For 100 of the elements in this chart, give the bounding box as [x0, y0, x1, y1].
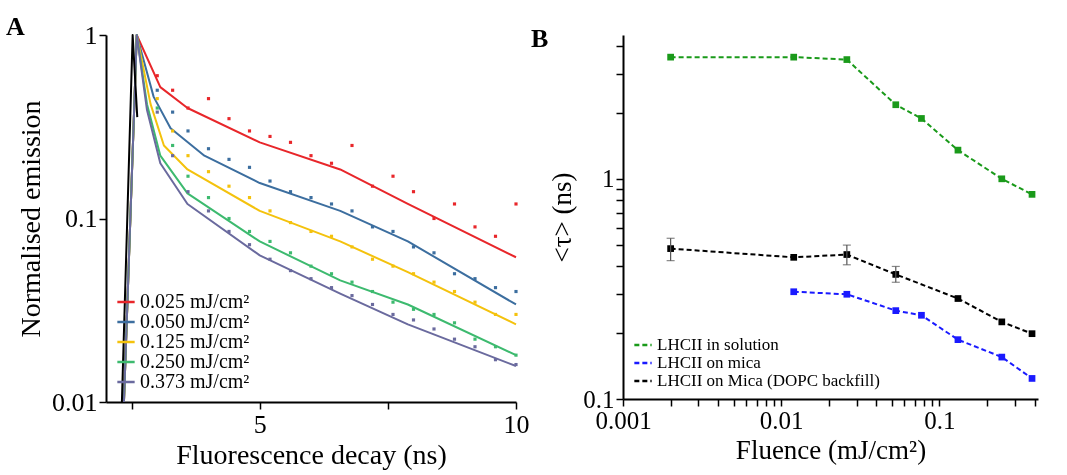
- point: [370, 302, 375, 307]
- point: [329, 161, 334, 165]
- y-axis-title: <τ> (ns): [547, 172, 578, 263]
- point: [432, 216, 436, 221]
- point: [432, 251, 436, 255]
- point: [411, 272, 416, 276]
- point: [288, 251, 293, 255]
- point: [171, 143, 175, 148]
- point: [370, 184, 375, 188]
- point: [268, 257, 272, 261]
- point: [452, 202, 457, 206]
- point: [206, 170, 211, 174]
- point: [432, 312, 436, 317]
- point: [493, 345, 498, 349]
- point: [309, 196, 313, 200]
- point: [473, 300, 477, 304]
- point: [370, 225, 375, 229]
- point: [227, 117, 231, 121]
- point: [452, 272, 457, 276]
- point: [309, 264, 313, 268]
- point: [329, 234, 334, 238]
- x-tick-label: 5: [253, 409, 267, 439]
- point: [411, 318, 416, 322]
- point: [493, 312, 498, 317]
- point: [206, 97, 211, 101]
- point: [350, 143, 354, 148]
- point: [288, 140, 293, 144]
- point: [268, 134, 272, 139]
- point: [288, 190, 293, 194]
- point: [288, 269, 293, 273]
- point: [171, 88, 175, 92]
- point: [268, 179, 272, 183]
- point: [309, 229, 313, 234]
- point: [391, 264, 395, 268]
- y-axis-title: Normalised emission: [15, 100, 46, 338]
- point: [171, 110, 175, 114]
- point: [206, 209, 211, 213]
- point: [288, 221, 293, 225]
- point: [227, 184, 231, 188]
- point: [247, 243, 252, 247]
- point: [452, 289, 457, 294]
- x-axis-title: Fluorescence decay (ns): [176, 438, 447, 470]
- point: [186, 106, 190, 110]
- legend-label: 0.025 mJ/cm²: [140, 290, 250, 312]
- point: [514, 312, 518, 317]
- point: [155, 88, 159, 92]
- point: [247, 196, 252, 200]
- chart-title: B: [531, 24, 549, 54]
- point: [432, 327, 436, 331]
- point: [186, 174, 190, 178]
- point: [247, 229, 252, 234]
- point: [171, 129, 175, 133]
- point: [473, 345, 477, 349]
- point: [473, 225, 477, 229]
- legend-label: 0.250 mJ/cm²: [140, 350, 250, 372]
- point: [411, 245, 416, 249]
- point: [329, 202, 334, 206]
- point: [268, 239, 272, 244]
- point: [155, 110, 159, 114]
- point: [391, 312, 395, 317]
- point: [227, 216, 231, 221]
- point: [473, 277, 477, 281]
- point: [411, 307, 416, 311]
- point: [370, 257, 375, 261]
- point: [206, 196, 211, 200]
- point: [493, 358, 498, 362]
- point: [432, 280, 436, 284]
- point: [514, 353, 518, 357]
- y-tick-label: 0.1: [65, 204, 98, 233]
- point: [350, 280, 354, 284]
- point: [268, 209, 272, 213]
- point: [370, 289, 375, 294]
- point: [329, 272, 334, 276]
- point: [391, 174, 395, 178]
- point: [309, 277, 313, 281]
- x-axis-title: Fluence (mJ/cm²): [735, 434, 927, 465]
- legend-label: LHCII in solution: [657, 335, 780, 354]
- point: [391, 300, 395, 304]
- point: [452, 321, 457, 325]
- y-tick-label: 1: [84, 20, 98, 50]
- point: [186, 129, 190, 133]
- point: [186, 190, 190, 194]
- point: [350, 294, 354, 298]
- point: [171, 154, 175, 158]
- point: [493, 286, 498, 290]
- point: [514, 362, 518, 367]
- point: [155, 106, 159, 110]
- point: [186, 154, 190, 158]
- point: [493, 234, 498, 238]
- legend-label: 0.373 mJ/cm²: [140, 370, 250, 392]
- point: [227, 229, 231, 234]
- point: [155, 97, 159, 101]
- point: [227, 157, 231, 161]
- legend-label: LHCII on mica: [657, 353, 762, 372]
- point: [309, 154, 313, 158]
- point: [247, 129, 252, 133]
- point: [473, 337, 477, 341]
- point: [247, 165, 252, 169]
- chart-title: A: [6, 12, 25, 41]
- point: [350, 245, 354, 249]
